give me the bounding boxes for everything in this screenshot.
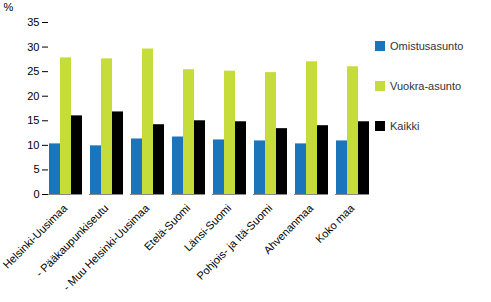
- svg-text:- Muu Helsinki-Uusimaa: - Muu Helsinki-Uusimaa: [60, 201, 152, 293]
- html-text:Kaikki: Kaikki: [390, 120, 420, 132]
- svg-text:10: 10: [27, 139, 39, 151]
- svg-text:5: 5: [33, 163, 39, 175]
- svg-text:%: %: [4, 1, 14, 13]
- svg-text:Ahvenanmaa: Ahvenanmaa: [261, 201, 316, 256]
- svg-text:- Pääkaupunkiseutu: - Pääkaupunkiseutu: [33, 202, 110, 279]
- html-text:Vuokra-asunto: Vuokra-asunto: [390, 80, 462, 92]
- svg-text:15: 15: [27, 114, 39, 126]
- svg-text:Länsi-Suomi: Länsi-Suomi: [181, 201, 234, 254]
- html-text:Omistusasunto: Omistusasunto: [390, 40, 464, 52]
- svg-text:Koko maa: Koko maa: [313, 201, 357, 245]
- svg-text:Etelä-Suomi: Etelä-Suomi: [141, 201, 193, 253]
- svg-text:20: 20: [27, 90, 39, 102]
- svg-text:Helsinki-Uusimaa: Helsinki-Uusimaa: [0, 201, 70, 271]
- svg-text:30: 30: [27, 41, 39, 53]
- svg-text:Pohjois- ja Itä-Suomi: Pohjois- ja Itä-Suomi: [194, 202, 274, 282]
- svg-text:0: 0: [33, 188, 39, 200]
- svg-text:35: 35: [27, 16, 39, 28]
- svg-text:25: 25: [27, 65, 39, 77]
